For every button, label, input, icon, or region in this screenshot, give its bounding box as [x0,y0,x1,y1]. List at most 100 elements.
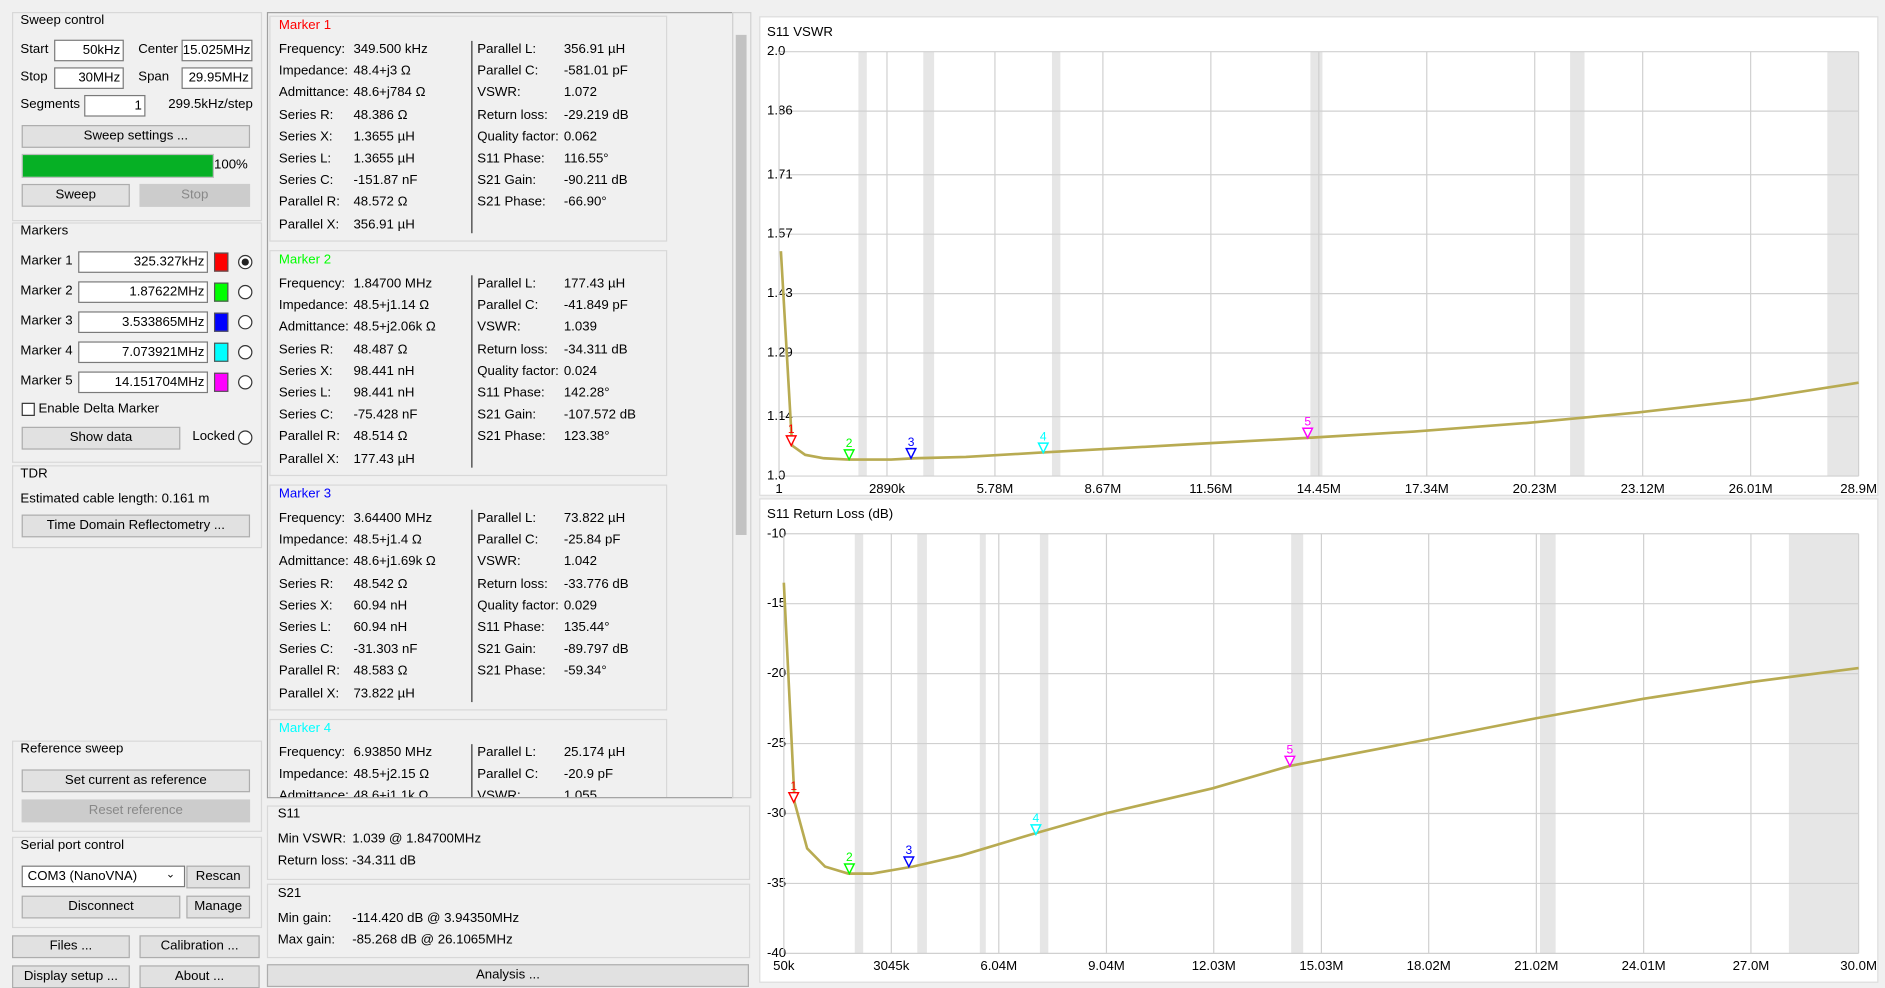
x-tick-label: 24.01M [1622,958,1666,973]
locked-radio[interactable] [238,430,253,445]
marker-label: 5 [1287,742,1294,756]
calibration-button[interactable]: Calibration ... [139,935,260,959]
field-label: Parallel L: [477,510,537,526]
marker-input[interactable]: 3.533865MHz [78,311,208,334]
rescan-button[interactable]: Rescan [186,865,251,889]
field-value: 1.039 [563,320,597,335]
marker-radio[interactable] [238,375,253,390]
x-tick-label: 14.45M [1297,481,1341,496]
field-label: S21 Gain: [477,407,537,423]
progress-fill [22,155,213,177]
group-title: Serial port control [20,837,125,853]
field-label: Return loss: [477,107,548,123]
x-tick-label: 9.04M [1088,958,1125,973]
sweep-settings-button[interactable]: Sweep settings ... [21,125,251,148]
cable-length: Estimated cable length: 0.161 m [20,491,210,507]
field-value: 60.94 nH [353,620,408,635]
field-label: Admittance: [278,85,349,101]
marker-radio[interactable] [238,284,253,300]
marker-color[interactable] [213,282,229,302]
marker-title: Marker 3 [278,486,332,502]
segments-input[interactable]: 1 [84,94,146,117]
marker-radio[interactable] [238,314,253,330]
marker-input[interactable]: 325.327kHz [78,251,208,273]
manage-button[interactable]: Manage [186,895,251,919]
center-input[interactable]: 15.025MHz [181,39,253,62]
stop-button[interactable]: Stop [139,183,251,207]
scrollbar[interactable] [732,12,752,799]
field-value: 25.174 µH [563,745,626,760]
s11-box [266,805,751,881]
x-tick-label: 3045k [873,958,909,973]
divider [471,744,473,798]
marker-color[interactable] [213,312,229,332]
marker-input[interactable]: 14.151704MHz [78,371,208,394]
start-input[interactable]: 50kHz [54,39,124,62]
marker-color[interactable] [213,372,229,392]
y-tick-label: -30 [767,805,786,820]
marker-color[interactable] [213,342,229,362]
marker-details-scroll: Marker 1 Frequency: 349.500 kHz Impedance: 4… [266,12,734,799]
tdr-button[interactable]: Time Domain Reflectometry ... [21,514,251,538]
field-value: -33.776 dB [563,576,629,591]
group-title: Reference sweep [20,741,124,757]
chart-title: S11 Return Loss (dB) [767,506,893,521]
step-text: 299.5kHz/step [168,97,253,112]
marker-title: Marker 4 [278,721,332,736]
field-label: Series L: [278,385,332,401]
field-label: Quality factor: [477,598,559,613]
marker-label: 2 [846,850,853,864]
field-label: Impedance: [278,767,349,782]
marker-input[interactable]: 1.87622MHz [78,281,208,303]
field-label: Impedance: [278,532,349,548]
x-tick-label: 30.0M [1840,958,1877,973]
x-tick-label: 15.03M [1299,958,1343,973]
field-label: Quality factor: [477,364,559,379]
band [858,51,867,477]
stop-input[interactable]: 30MHz [54,67,124,89]
field-label: Parallel R: [278,195,340,210]
marker-triangle [787,791,800,804]
disconnect-button[interactable]: Disconnect [21,895,181,919]
port-combobox[interactable]: COM3 (NanoVNA) [21,865,186,888]
marker-triangle [1037,442,1050,455]
field-value: 48.386 Ω [353,107,408,123]
field-value: 349.500 kHz [353,42,428,57]
span-input[interactable]: 29.95MHz [181,67,253,89]
files-button[interactable]: Files ... [12,935,130,959]
marker-label: 2 [846,436,853,450]
field-label: Parallel L: [477,42,537,57]
band [1051,51,1061,477]
field-value: 48.5+j2.15 Ω [353,767,430,782]
field-value: 48.4+j3 Ω [353,63,411,79]
field-value: -66.90° [563,195,607,210]
field-label: Parallel C: [477,298,539,313]
band [1310,51,1323,477]
x-tick-label: 20.23M [1513,481,1557,496]
checkbox[interactable] [21,402,35,416]
field-label: Frequency: [278,510,346,526]
field-value: -107.572 dB [563,407,636,423]
x-tick-label: 2890k [869,481,905,496]
field-value: -29.219 dB [563,107,629,123]
about-button[interactable]: About ... [139,965,260,988]
analysis-button[interactable]: Analysis ... [266,964,749,988]
field-value: -31.303 nF [353,642,418,657]
scroll-thumb[interactable] [735,34,747,535]
y-tick-label: 1.29 [767,345,793,360]
reset-reference-button[interactable]: Reset reference [21,799,251,823]
marker-triangle [843,863,856,876]
box-title: S11 [277,806,301,822]
field-label: Parallel L: [477,745,537,760]
marker-triangle [1301,427,1314,440]
marker-radio[interactable] [238,345,253,360]
show-data-button[interactable]: Show data [21,426,181,450]
sweep-button[interactable]: Sweep [21,183,130,207]
marker-radio[interactable] [238,254,253,270]
marker-color[interactable] [213,252,229,272]
set-reference-button[interactable]: Set current as reference [21,769,251,793]
summary-value: -34.311 dB [352,853,416,868]
display-setup-button[interactable]: Display setup ... [12,965,130,988]
marker-input[interactable]: 7.073921MHz [78,341,208,364]
field-label: Parallel X: [278,217,340,232]
